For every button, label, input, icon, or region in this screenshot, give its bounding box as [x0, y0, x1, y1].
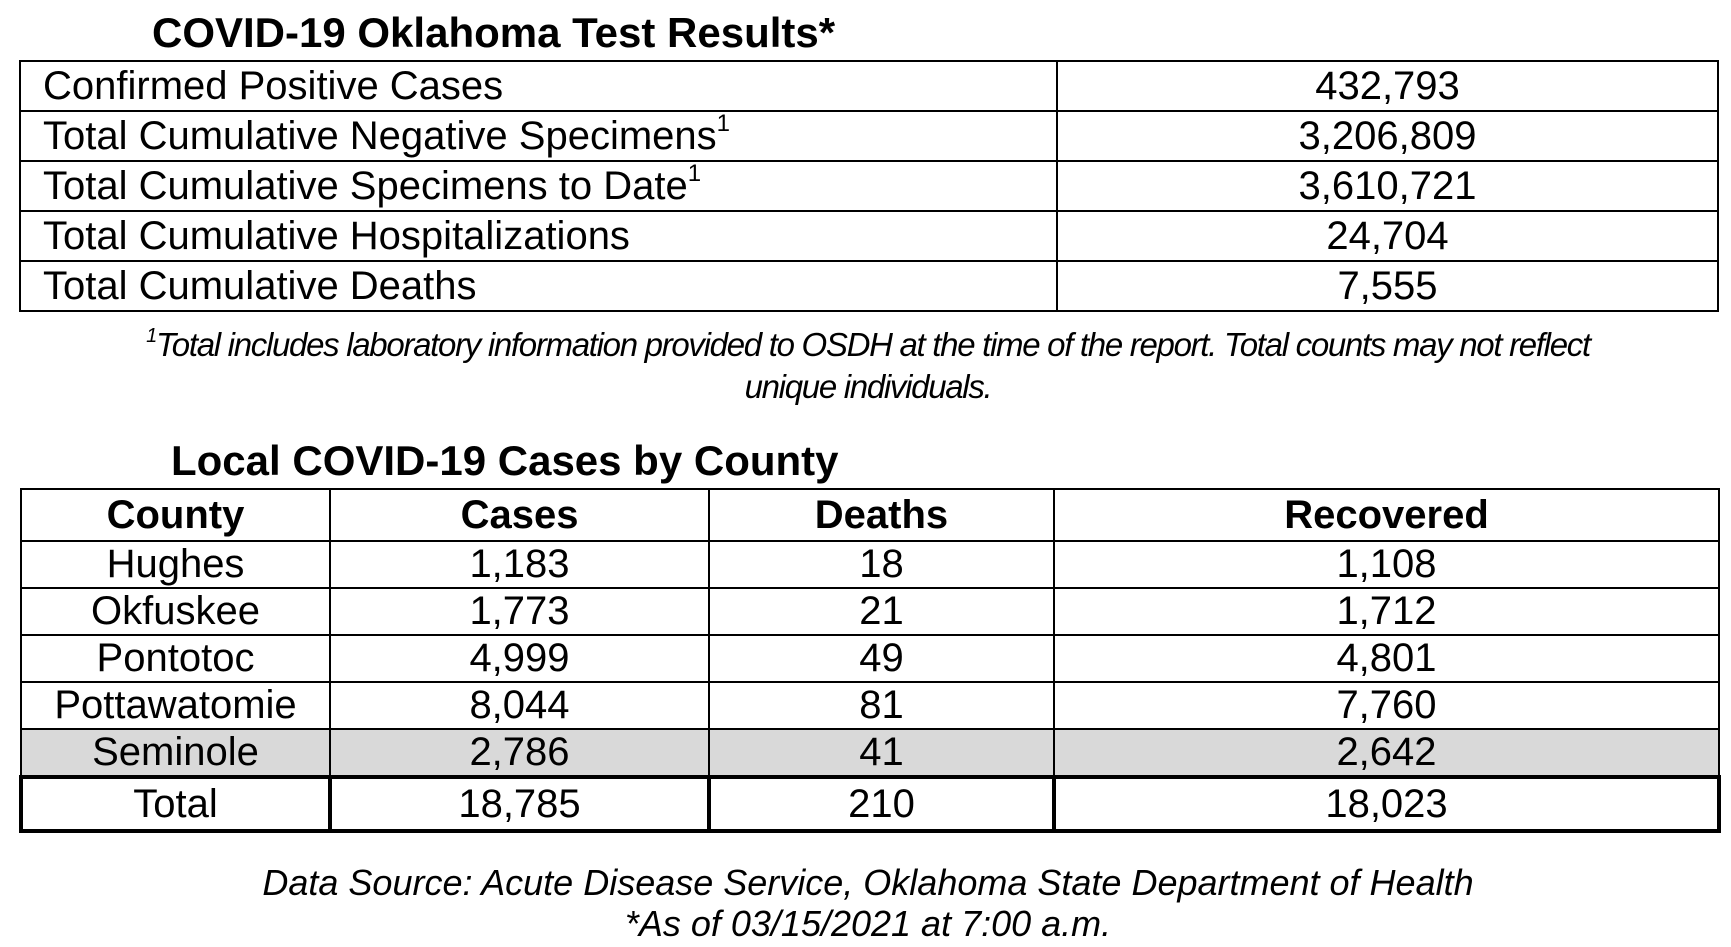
total-label: Total [19, 775, 332, 833]
county-deaths: 81 [708, 681, 1055, 730]
county-row-pottawatomie: Pottawatomie 8,044 81 7,760 [20, 681, 1720, 730]
county-cases: 4,999 [329, 634, 710, 683]
summary-row: Confirmed Positive Cases 432,793 [19, 60, 1719, 112]
county-recovered: 1,108 [1053, 540, 1720, 589]
summary-title: COVID-19 Oklahoma Test Results* [152, 9, 836, 56]
summary-label: Total Cumulative Hospitalizations [19, 210, 1058, 262]
as-of-date: *As of 03/15/2021 at 7:00 a.m. [624, 903, 1112, 944]
summary-value: 432,793 [1056, 60, 1719, 112]
county-recovered: 2,642 [1053, 728, 1720, 778]
county-total-row: Total 18,785 210 18,023 [19, 775, 1721, 833]
footnote: 1Total includes laboratory information p… [19, 324, 1717, 408]
county-cases: 1,183 [329, 540, 710, 589]
summary-row: Total Cumulative Deaths 7,555 [19, 260, 1719, 312]
county-header-row: County Cases Deaths Recovered [20, 488, 1720, 542]
column-header-recovered: Recovered [1053, 488, 1720, 542]
county-row-seminole: Seminole 2,786 41 2,642 [20, 728, 1720, 778]
footnote-marker: 1 [146, 325, 157, 347]
summary-label: Total Cumulative Deaths [19, 260, 1058, 312]
county-deaths: 21 [708, 587, 1055, 636]
county-cases: 8,044 [329, 681, 710, 730]
data-source: Data Source: Acute Disease Service, Okla… [262, 862, 1474, 903]
county-cases: 1,773 [329, 587, 710, 636]
summary-row: Total Cumulative Negative Specimens1 3,2… [19, 110, 1719, 162]
summary-value: 7,555 [1056, 260, 1719, 312]
summary-value: 3,610,721 [1056, 160, 1719, 212]
county-name: Seminole [20, 728, 331, 778]
column-header-cases: Cases [329, 488, 710, 542]
summary-table: Confirmed Positive Cases 432,793 Total C… [19, 60, 1719, 312]
footnote-line: unique individuals. [744, 368, 993, 405]
county-recovered: 4,801 [1053, 634, 1720, 683]
county-table: County Cases Deaths Recovered Hughes 1,1… [19, 488, 1721, 833]
county-name: Pottawatomie [20, 681, 331, 730]
column-header-county: County [20, 488, 331, 542]
summary-value: 24,704 [1056, 210, 1719, 262]
footnote-marker: 1 [687, 161, 702, 187]
county-recovered: 1,712 [1053, 587, 1720, 636]
county-row-pontotoc: Pontotoc 4,999 49 4,801 [20, 634, 1720, 683]
column-header-deaths: Deaths [708, 488, 1055, 542]
summary-label: Total Cumulative Negative Specimens1 [19, 110, 1058, 162]
county-name: Okfuskee [20, 587, 331, 636]
summary-label: Total Cumulative Specimens to Date1 [19, 160, 1058, 212]
county-row-okfuskee: Okfuskee 1,773 21 1,712 [20, 587, 1720, 636]
county-deaths: 18 [708, 540, 1055, 589]
total-deaths: 210 [707, 775, 1056, 833]
county-title: Local COVID-19 Cases by County [171, 437, 839, 484]
summary-label: Confirmed Positive Cases [19, 60, 1058, 112]
county-recovered: 7,760 [1053, 681, 1720, 730]
summary-row: Total Cumulative Hospitalizations 24,704 [19, 210, 1719, 262]
total-cases: 18,785 [328, 775, 711, 833]
county-cases: 2,786 [329, 728, 710, 778]
county-name: Hughes [20, 540, 331, 589]
county-deaths: 41 [708, 728, 1055, 778]
county-deaths: 49 [708, 634, 1055, 683]
county-row-hughes: Hughes 1,183 18 1,108 [20, 540, 1720, 589]
summary-value: 3,206,809 [1056, 110, 1719, 162]
summary-row: Total Cumulative Specimens to Date1 3,61… [19, 160, 1719, 212]
county-name: Pontotoc [20, 634, 331, 683]
total-recovered: 18,023 [1052, 775, 1721, 833]
footnote-marker: 1 [716, 111, 731, 137]
footnote-line: 1Total includes laboratory information p… [146, 325, 1591, 363]
